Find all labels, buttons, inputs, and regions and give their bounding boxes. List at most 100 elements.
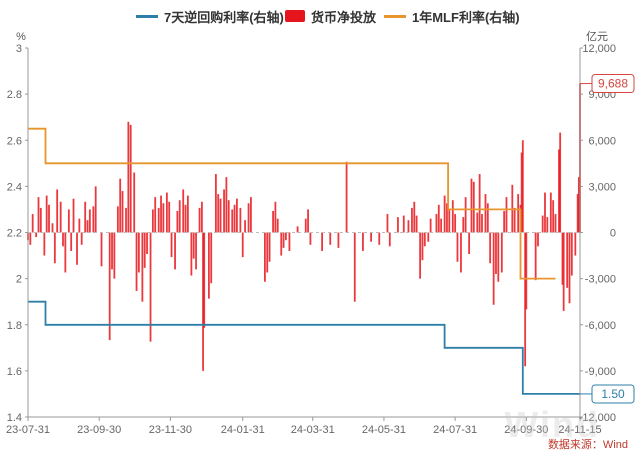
bar (214, 174, 217, 233)
right-axis-unit: 亿元 (586, 30, 608, 43)
bar (437, 204, 440, 233)
bar (200, 201, 203, 233)
bar (566, 232, 569, 288)
x-tick-label: 23-11-30 (149, 424, 192, 436)
bar (121, 190, 124, 233)
bar (513, 207, 516, 233)
bar (472, 181, 475, 233)
end-label-reverse-repo-text: 1.50 (601, 387, 625, 401)
bar (31, 214, 34, 233)
bar (388, 232, 391, 247)
legend-item-reverse-repo[interactable]: 7天逆回购利率(右轴) (136, 6, 284, 26)
bar (88, 209, 91, 233)
bar (241, 232, 244, 258)
legend-item-net-injection[interactable]: 货币净投放 (285, 6, 376, 26)
bar (397, 217, 399, 233)
bar (285, 232, 287, 241)
x-tick-label: 24-03-31 (291, 424, 335, 436)
bar (272, 210, 274, 233)
bar (415, 215, 418, 233)
bar (549, 192, 552, 233)
source-note: 数据来源：Wind (547, 439, 628, 451)
bar (137, 232, 140, 273)
left-tick-label: 2.6 (7, 135, 22, 147)
bar (56, 189, 59, 233)
bar (108, 232, 111, 341)
left-tick-label: 1.8 (7, 320, 22, 332)
bar (524, 232, 527, 367)
bar (321, 232, 323, 251)
bar (219, 198, 222, 233)
bar (39, 207, 42, 233)
bar (195, 232, 197, 270)
bar (378, 232, 381, 245)
bar (345, 161, 348, 233)
bar (129, 124, 132, 233)
bar (231, 209, 234, 233)
bar (168, 201, 171, 233)
bar (116, 206, 119, 233)
bar (495, 232, 497, 275)
legend-swatch-reverse-repo (136, 14, 158, 18)
legend-swatch-net-injection (285, 10, 305, 22)
bar (521, 140, 524, 233)
bar (370, 232, 373, 242)
bar (446, 203, 448, 233)
bar (239, 207, 242, 233)
right-tick-label: 3,000 (588, 181, 616, 193)
chart-axes (25, 47, 583, 421)
bar (203, 232, 206, 328)
bar (448, 209, 451, 233)
end-labels: 9,688 1.50 (580, 74, 635, 404)
bar (154, 197, 157, 233)
right-tick-label: 0 (610, 228, 616, 240)
bar (244, 220, 246, 233)
bar (337, 232, 340, 248)
left-tick-label: 2.4 (7, 181, 22, 193)
bar (210, 232, 213, 284)
bar (151, 209, 154, 233)
bar (552, 200, 555, 233)
bar (235, 198, 238, 233)
bar (84, 201, 87, 233)
bar (443, 195, 446, 233)
bar (182, 189, 185, 233)
bar (386, 214, 389, 233)
bar (544, 192, 546, 233)
bar (125, 207, 127, 233)
bar (537, 232, 539, 247)
bar (574, 232, 577, 256)
bar (470, 178, 473, 233)
bar (486, 203, 489, 233)
bar (223, 189, 225, 233)
x-tick-label: 24-01-31 (221, 424, 265, 436)
x-tick-label: 24-07-31 (433, 424, 477, 436)
bar (309, 232, 312, 245)
tick-labels: 32.82.62.42.221.81.61.4%12,0009,0006,000… (6, 30, 616, 436)
bar (225, 177, 228, 233)
bar (464, 197, 467, 233)
bar (207, 232, 210, 299)
bar (421, 232, 424, 261)
bar (29, 232, 32, 245)
bar (202, 232, 204, 371)
legend-label-reverse-repo: 7天逆回购利率(右轴) (164, 9, 284, 25)
bar (233, 204, 236, 233)
bar (64, 232, 67, 273)
bar (451, 200, 454, 233)
legend-swatch-mlf (384, 14, 406, 18)
bar (288, 232, 291, 251)
bar (146, 232, 148, 255)
bar (149, 232, 152, 342)
x-tick-label: 23-07-31 (6, 424, 50, 436)
bar (402, 215, 405, 233)
left-tick-label: 3 (16, 43, 22, 55)
bar (43, 232, 46, 256)
right-tick-label: -9,000 (585, 366, 616, 378)
bar (558, 149, 560, 233)
bar (576, 194, 579, 233)
bar (53, 232, 56, 264)
legend-item-mlf[interactable]: 1年MLF利率(右轴) (384, 6, 520, 26)
bar (80, 232, 83, 245)
